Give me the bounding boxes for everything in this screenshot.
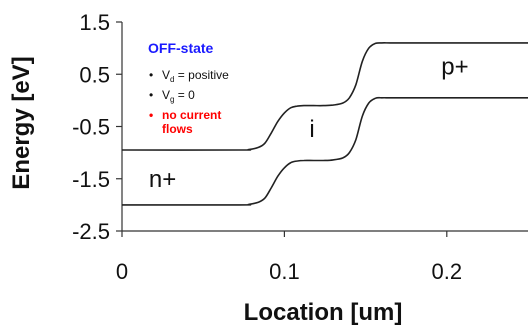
- annotation-title: OFF-state: [148, 40, 214, 56]
- y-tick-label: -1.5: [72, 167, 110, 192]
- y-tick-label: 1.5: [79, 10, 110, 35]
- valence-band-line: [121, 96, 528, 206]
- annotation-bullet: •: [149, 68, 153, 82]
- annotation-warning: flows: [162, 122, 193, 136]
- y-tick-label: -2.5: [72, 219, 110, 244]
- annotation-warning: no current: [162, 108, 221, 122]
- y-axis-label: Energy [eV]: [8, 56, 35, 189]
- off-state-annotation: OFF-state • Vd = positive • Vg = 0 • no curre…: [148, 40, 229, 136]
- annotation-item: Vd = positive: [162, 68, 229, 84]
- y-tick-label: 0.5: [79, 62, 110, 87]
- annotation-bullet: •: [149, 108, 153, 122]
- series-group: [121, 42, 528, 206]
- axes: [121, 22, 528, 232]
- x-axis-ticks: 0 0.1 0.2: [116, 231, 462, 284]
- x-tick-label: 0.2: [432, 259, 463, 284]
- x-axis-label: Location [um]: [244, 299, 403, 326]
- x-tick-label: 0: [116, 259, 128, 284]
- region-label: n+: [149, 166, 176, 193]
- conduction-band-line: [121, 42, 528, 151]
- region-labels: n+ i p+: [149, 53, 469, 192]
- region-label: i: [309, 116, 314, 143]
- region-label: p+: [441, 53, 468, 80]
- annotation-bullet: •: [149, 88, 153, 102]
- y-tick-label: -0.5: [72, 115, 110, 140]
- x-tick-label: 0.1: [269, 259, 300, 284]
- y-axis-ticks: 1.5 0.5 -0.5 -1.5 -2.5: [72, 10, 122, 244]
- annotation-item: Vg = 0: [162, 88, 195, 104]
